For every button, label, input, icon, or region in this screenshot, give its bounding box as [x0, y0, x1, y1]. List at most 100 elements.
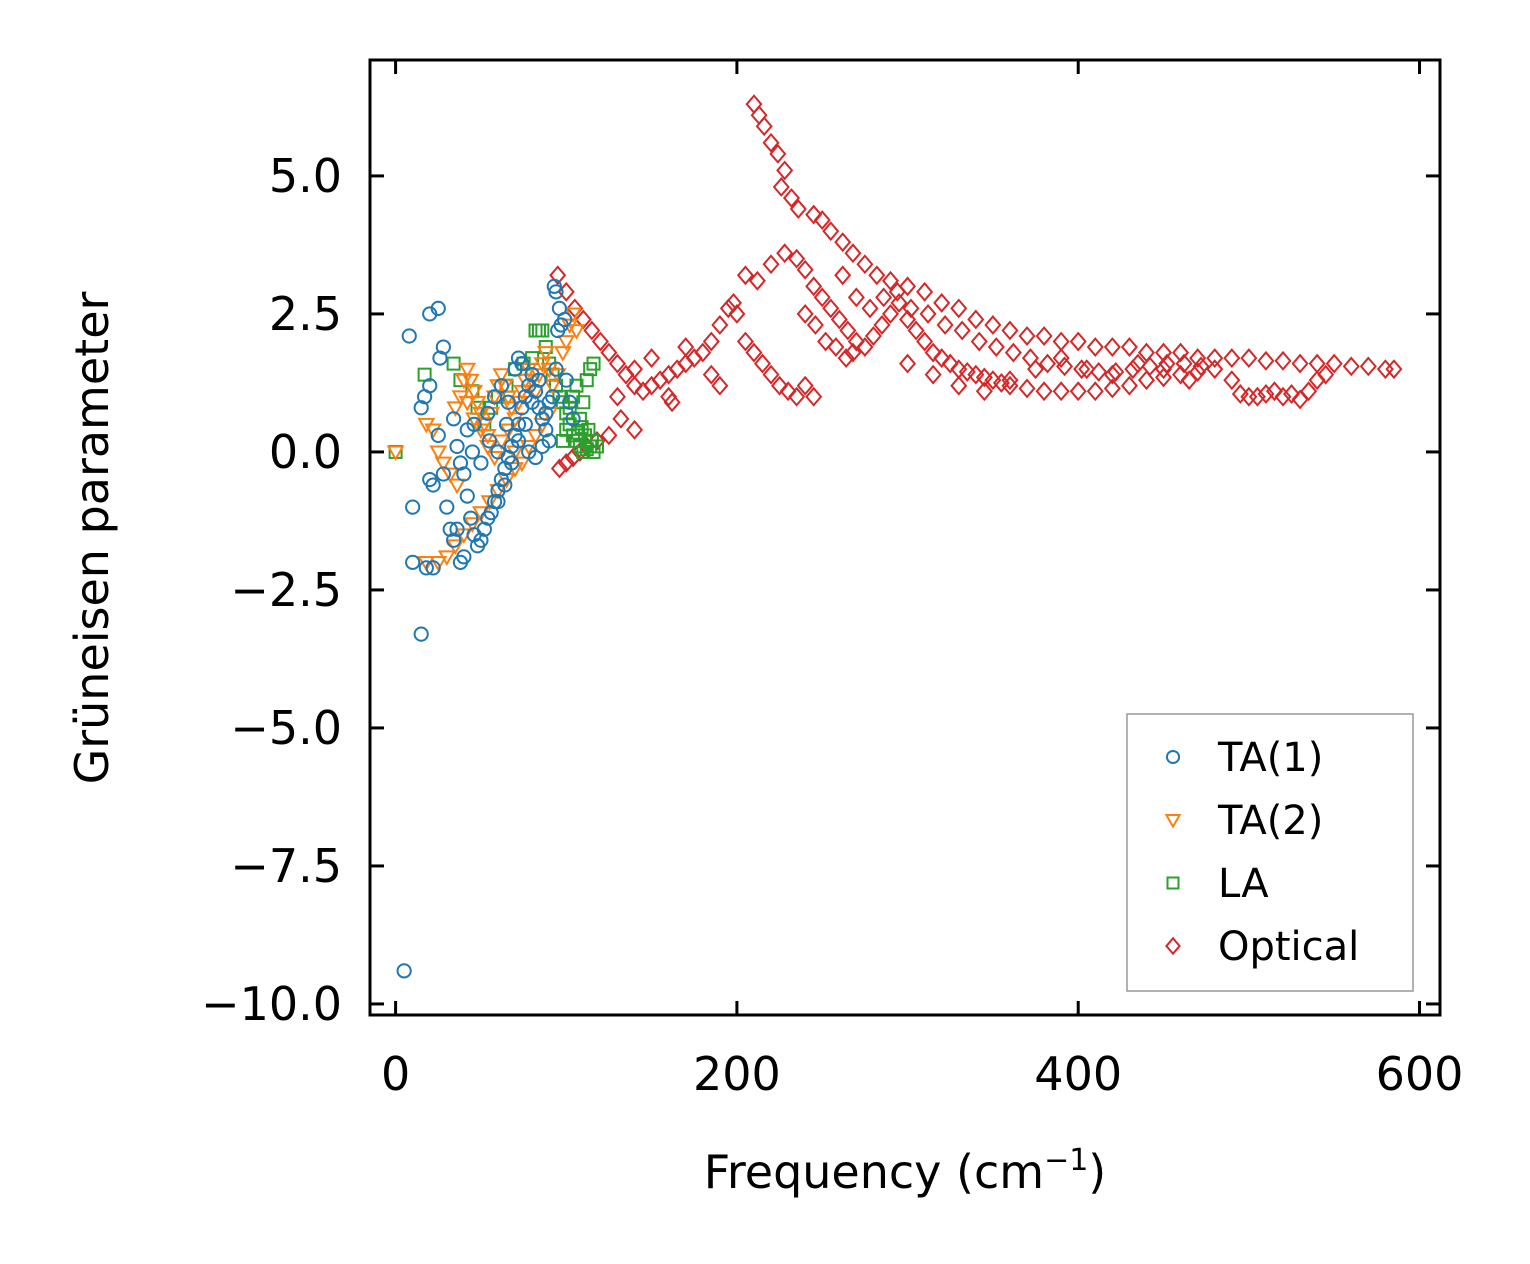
ta-1-point [500, 394, 516, 410]
optical-point [881, 303, 900, 324]
optical-point [1086, 337, 1104, 357]
ta-1-point [413, 626, 429, 642]
optical-point [736, 331, 754, 352]
optical-point [1257, 350, 1275, 371]
optical-point [1223, 370, 1241, 391]
ta-2-point [437, 550, 456, 567]
optical-point [975, 381, 993, 402]
optical-point [950, 298, 968, 319]
x-tick-label: 400 [1034, 1047, 1122, 1101]
ta-1-point [405, 554, 421, 570]
legend-marker-ta-1 [1165, 749, 1181, 765]
optical-point [1206, 359, 1224, 380]
ta-1-point [541, 394, 557, 410]
y-tick-label: 5.0 [269, 149, 342, 203]
optical-point [953, 320, 971, 341]
optical-point [919, 303, 937, 324]
ta-1-point [464, 444, 480, 460]
optical-point [1073, 359, 1091, 380]
optical-point [916, 281, 934, 302]
optical-point [1385, 359, 1403, 380]
optical-point [711, 315, 729, 335]
ta-2-point [543, 379, 562, 395]
optical-point [788, 386, 806, 407]
optical-point [772, 177, 790, 197]
ta-2-point [465, 384, 484, 401]
y-tick-label: 0.0 [269, 425, 342, 479]
optical-point [987, 337, 1005, 357]
x-tick-label: 200 [693, 1047, 781, 1101]
ta-2-point [386, 445, 405, 462]
legend-label: LA [1218, 861, 1269, 907]
ta-2-point [492, 368, 511, 384]
optical-point [1052, 348, 1070, 369]
optical-point [970, 331, 988, 352]
ta-1-point [422, 306, 438, 322]
ta-1-point [430, 427, 446, 443]
optical-point [1265, 381, 1283, 402]
optical-point [827, 337, 845, 357]
optical-point [1141, 356, 1159, 377]
optical-point [830, 309, 848, 330]
optical-point [1155, 367, 1173, 388]
ta-1-point [514, 356, 530, 372]
optical-point [789, 199, 807, 219]
optical-point [782, 188, 801, 208]
ta-1-point [439, 499, 455, 515]
ta-1-point [497, 477, 513, 493]
optical-point [549, 265, 567, 286]
optical-point [861, 298, 879, 319]
ta-2-point [461, 373, 480, 390]
optical-point [1257, 384, 1275, 404]
optical-point [805, 204, 823, 225]
optical-point [1359, 356, 1377, 377]
optical-point [1107, 361, 1125, 382]
ta-1-point [562, 394, 578, 410]
optical-point [762, 132, 780, 153]
optical-point [984, 315, 1002, 335]
optical-point [1283, 384, 1301, 404]
optical-point [796, 303, 814, 324]
optical-point [776, 243, 794, 264]
optical-point [1180, 370, 1198, 391]
optical-point [941, 353, 959, 374]
optical-point [677, 337, 695, 357]
optical-point [1052, 381, 1070, 402]
optical-point [1018, 378, 1036, 399]
optical-point [1291, 353, 1309, 374]
ta-1-point [524, 394, 540, 410]
ta-1-point [527, 383, 544, 399]
optical-point [591, 331, 609, 352]
optical-point [805, 386, 823, 407]
optical-point [916, 331, 934, 352]
optical-point [1021, 348, 1039, 369]
optical-point [748, 270, 766, 291]
ta-2-point [424, 423, 443, 440]
ta-2-point [557, 335, 576, 351]
optical-point [1035, 381, 1053, 402]
ta-2-point [536, 346, 555, 362]
x-axis-label-superscript: −1 [1044, 1143, 1088, 1178]
optical-point [806, 315, 824, 335]
ta-1-point [435, 466, 451, 482]
ta-1-point [459, 422, 475, 438]
ta-1-point [435, 339, 451, 355]
ta-2-point [526, 428, 545, 445]
optical-point [719, 298, 737, 319]
legend-label: TA(2) [1217, 798, 1323, 844]
optical-point [788, 248, 806, 269]
optical-point [888, 281, 906, 302]
legend-label: Optical [1218, 924, 1359, 970]
legend-marker-ta-2 [1164, 814, 1182, 829]
optical-point [890, 292, 908, 313]
optical-point [1001, 370, 1019, 391]
legend-label: TA(1) [1217, 735, 1323, 781]
ta-2-point [492, 434, 511, 451]
optical-point [1078, 359, 1096, 380]
ta-1-point [422, 378, 438, 394]
la-point [572, 411, 587, 426]
legend-marker-optical [1165, 936, 1181, 956]
optical-point [1155, 359, 1173, 380]
